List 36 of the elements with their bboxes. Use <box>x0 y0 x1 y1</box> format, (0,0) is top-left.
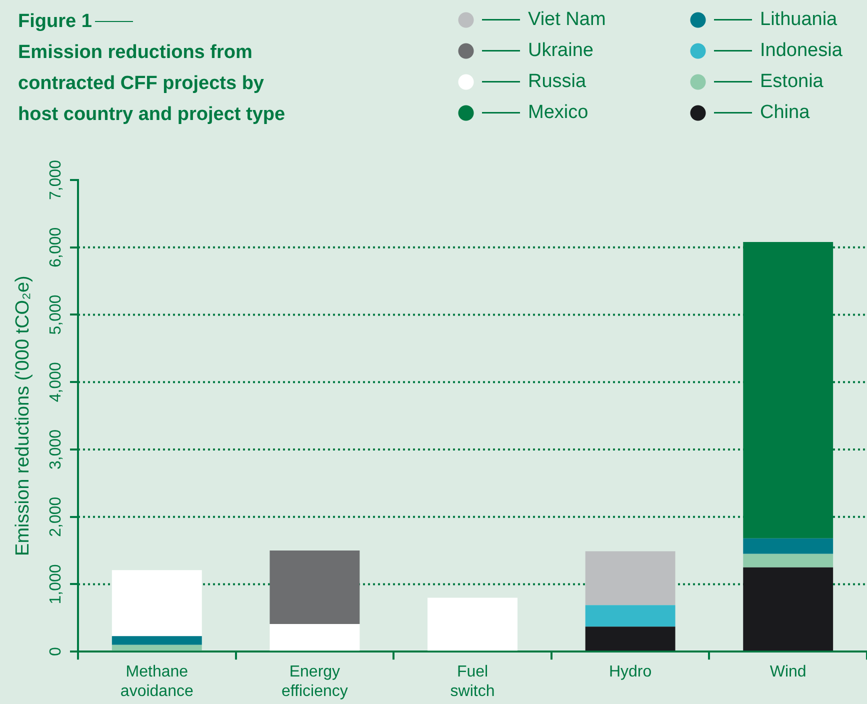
y-tick-label: 6,000 <box>47 227 64 268</box>
legend-label: Russia <box>528 70 586 92</box>
bar <box>585 605 676 627</box>
legend-label: Indonesia <box>760 40 842 62</box>
x-tick-label: Hydro <box>608 664 652 681</box>
bar <box>743 554 834 568</box>
y-axis-title: Emission reductions ('000 tCO₂e) <box>12 276 34 556</box>
x-tick-label: Energy efficiency <box>281 664 348 700</box>
x-tick-label: Methane avoidance <box>120 664 194 700</box>
legend-label: Estonia <box>760 70 824 92</box>
legend-label: Mexico <box>528 102 588 124</box>
legend-label: Viet Nam <box>528 8 606 30</box>
legend-label: Lithuania <box>760 8 838 30</box>
legend-label: Ukraine <box>528 40 594 62</box>
bar <box>585 626 676 651</box>
x-tick-label: Wind <box>770 664 806 681</box>
bar <box>743 538 834 554</box>
chart-subtitle: Emission reductions from contracted CFF projects by host country and project type <box>18 41 286 127</box>
bar <box>270 550 360 624</box>
y-tick-label: 0 <box>47 647 64 656</box>
bar <box>112 644 202 651</box>
y-tick-label: 5,000 <box>47 294 64 335</box>
y-tick-label: 1,000 <box>47 564 64 604</box>
bar <box>585 551 676 606</box>
bar <box>428 598 518 651</box>
legend-label: China <box>760 102 810 124</box>
bar <box>743 567 834 651</box>
bar <box>270 624 360 651</box>
y-tick-label: 2,000 <box>47 496 64 537</box>
x-tick-label: Fuel switch <box>450 664 495 700</box>
chart-title: Figure 1 <box>18 11 92 32</box>
y-tick-label: 7,000 <box>47 160 64 200</box>
bar <box>112 636 202 645</box>
y-tick-label: 4,000 <box>47 362 64 402</box>
y-tick-label: 3,000 <box>47 429 64 470</box>
bar <box>112 570 202 636</box>
